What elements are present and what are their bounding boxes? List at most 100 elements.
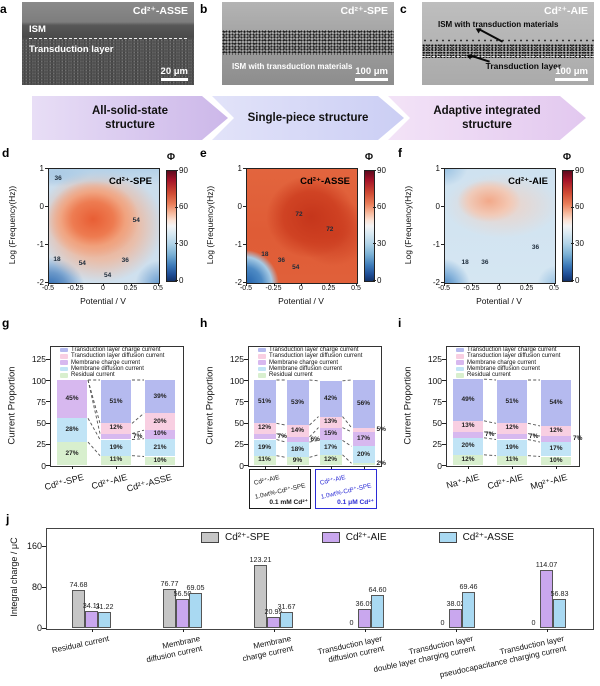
panel-letter-a: a <box>0 2 7 16</box>
tick-mark <box>46 358 50 360</box>
flow-arrow-label: Adaptive integrated structure <box>433 104 541 131</box>
micrograph-row: a Cd²⁺-ASSE ISM Transduction layer 20 μm… <box>0 2 600 92</box>
tick-mark <box>45 206 48 207</box>
bar-segment <box>319 454 342 465</box>
bar-segment <box>57 418 87 443</box>
bar-segment <box>57 380 87 419</box>
segment-value-label: 6% <box>310 435 320 443</box>
tick-mark <box>244 443 248 445</box>
category-label: Mg²⁺-AIE <box>529 472 569 492</box>
panel-letter-c: c <box>400 2 407 16</box>
bar-segment <box>145 430 175 439</box>
heatmap-title: Cd²⁺-ASSE <box>300 176 350 187</box>
segment-value-label: 17% <box>356 435 370 443</box>
segment-value-label: 20% <box>153 417 167 425</box>
tick-mark <box>48 283 49 286</box>
tick-mark <box>175 280 178 281</box>
bar-segment <box>145 456 175 465</box>
colorbar-title: Φ <box>166 152 176 163</box>
legend-swatch <box>258 354 266 359</box>
bar-value-label: 36.09 <box>355 599 374 609</box>
tick-mark <box>264 466 266 469</box>
chart-legend: Cd²⁺-SPE Cd²⁺-AIE Cd²⁺-ASSE <box>201 532 514 543</box>
legend-label: Membrane charge current <box>467 359 537 366</box>
bar-segment <box>541 425 571 437</box>
x-tick-label: -0.5 <box>239 285 253 292</box>
y-tick-label: 0 <box>239 460 244 471</box>
y-tick-label: 25 <box>36 439 46 450</box>
tick-mark <box>455 629 457 632</box>
x-tick-label: 0.25 <box>123 285 138 292</box>
legend-swatch <box>60 354 68 359</box>
category-label: Cd²⁺-AIE <box>90 472 129 492</box>
y-tick-label: -2 <box>432 278 440 287</box>
segment-value-label: 2% <box>376 460 386 468</box>
tick-mark <box>441 206 444 207</box>
y-tick-label: 25 <box>432 439 442 450</box>
tick-mark <box>297 466 299 469</box>
segment-value-label: 17% <box>549 445 563 453</box>
bar <box>553 598 566 628</box>
bar-segment <box>352 446 375 464</box>
legend-swatch <box>321 532 340 543</box>
contour-label: 36 <box>54 174 62 182</box>
segment-value-label: 15% <box>323 429 337 437</box>
tick-mark <box>526 283 528 286</box>
grouped-bar-panel-j: j Integral charge / μC 0 80 160 74.68 34.11 31.… <box>6 512 598 686</box>
segment-value-label: 19% <box>257 443 271 451</box>
tick-mark <box>42 628 46 629</box>
legend-label: Membrane charge current <box>269 359 339 366</box>
bar <box>72 589 85 628</box>
tick-mark <box>571 280 574 281</box>
y-axis-label: Current Proportion <box>402 366 414 445</box>
bar-segment <box>453 454 483 465</box>
flow-arrow-label: All-solid-state structure <box>91 104 169 131</box>
segment-value-label: 19% <box>109 443 123 451</box>
y-tick-label: 100 <box>229 375 244 386</box>
tick-mark <box>273 629 275 632</box>
legend-label: Cd²⁺-ASSE <box>462 532 514 543</box>
bar-segment <box>453 420 483 432</box>
contour-label: 18 <box>261 251 269 259</box>
bar-value-label: 20.95 <box>264 607 283 617</box>
legend-label: Cd²⁺-AIE <box>345 532 387 543</box>
scale-bar: 20 μm <box>160 65 188 81</box>
scale-bar-line <box>355 77 388 81</box>
y-tick-label: 0 <box>437 460 442 471</box>
x-tick-label: -0.5 <box>437 285 451 292</box>
legend-label: Transduction layer diffusion current <box>467 353 561 360</box>
y-axis-label: Log (Frequency(Hz)) <box>7 185 17 265</box>
bar <box>254 564 267 628</box>
bar <box>462 592 475 628</box>
sem-speckle-sparse <box>422 37 594 45</box>
tick-mark <box>116 466 117 469</box>
legend-item: Transduction layer charge current <box>258 347 362 353</box>
sem-image-spe: Cd²⁺-SPE ISM with transduction materials… <box>222 2 394 85</box>
bar-segment <box>541 436 571 443</box>
scale-text: 20 μm <box>160 65 188 77</box>
scale-bar-line <box>160 77 188 81</box>
tick-mark <box>554 283 555 286</box>
tick-mark <box>441 282 444 283</box>
y-tick-label: 1 <box>435 164 440 173</box>
segment-value-label: 27% <box>65 449 79 457</box>
legend-item: Transduction layer charge current <box>60 347 164 353</box>
scale-text: 100 μm <box>355 65 388 77</box>
colorbar-tick-label: 30 <box>179 238 188 248</box>
bar <box>176 599 189 628</box>
heatmap-plot: Cd²⁺-AIE 18 36 36 <box>444 168 556 284</box>
segment-value-label: 45% <box>65 395 79 403</box>
legend-swatch <box>456 373 464 378</box>
bar-value-label: 76.77 <box>160 578 179 588</box>
stacked-bar-panel-h: h Current Proportion 0 25 50 75 100 125 11% 19% 7%… <box>200 316 398 512</box>
scale-bar: 100 μm <box>555 66 588 81</box>
sem-texture <box>22 39 194 85</box>
legend-label: Transduction layer diffusion current <box>71 353 165 360</box>
contour-label: 36 <box>277 256 286 264</box>
tick-mark <box>45 244 48 245</box>
x-tick-label: -0.25 <box>265 285 282 292</box>
bar-segment <box>145 438 175 457</box>
y-tick-label: 0 <box>41 460 46 471</box>
bar-segment <box>453 437 483 455</box>
sensor-name-label: Cd²⁺-ASSE <box>132 5 188 17</box>
